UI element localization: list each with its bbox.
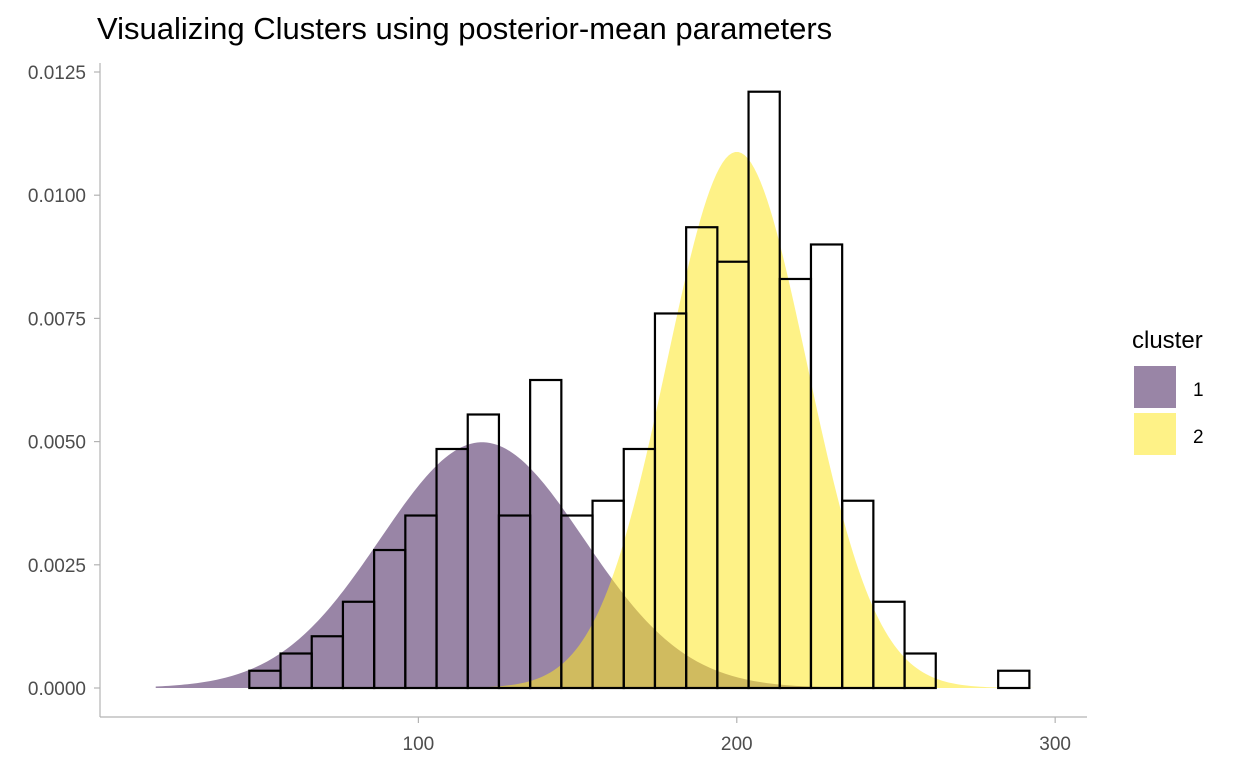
y-axis-ticks: 0.0000 0.0025 0.0050 0.0075 0.0100 0.0125 — [28, 63, 100, 700]
y-tick-label: 0.0075 — [28, 309, 86, 330]
histogram-bars — [248, 90, 1031, 690]
legend-key-cluster-1 — [1134, 366, 1176, 408]
chart-title: Visualizing Clusters using posterior-mea… — [97, 11, 832, 46]
legend-title: cluster — [1132, 327, 1203, 354]
x-axis-ticks: 100 200 300 — [403, 717, 1071, 755]
histogram-bar — [809, 243, 844, 690]
y-tick-label: 0.0025 — [28, 556, 86, 577]
legend-label-cluster-2: 2 — [1193, 427, 1204, 448]
x-tick-label: 300 — [1039, 734, 1071, 755]
density-area-cluster-2 — [155, 151, 1061, 688]
histogram-bar — [841, 499, 875, 690]
y-tick-label: 0.0125 — [28, 63, 86, 84]
y-tick-label: 0.0050 — [28, 433, 86, 454]
histogram-bar — [997, 669, 1031, 690]
histogram-bar — [903, 652, 937, 690]
x-tick-label: 200 — [721, 734, 753, 755]
y-tick-label: 0.0100 — [28, 186, 86, 207]
legend-key-cluster-2 — [1134, 413, 1176, 455]
x-tick-label: 100 — [403, 734, 435, 755]
legend: cluster 1 2 — [1132, 327, 1204, 455]
legend-label-cluster-1: 1 — [1193, 380, 1204, 401]
plot-area: 100 200 300 0.0000 0.0025 0.0050 0.0075 0.0100… — [28, 63, 1087, 755]
density-areas — [155, 151, 1061, 688]
density-area-cluster-1 — [155, 442, 1061, 688]
y-tick-label: 0.0000 — [28, 679, 86, 700]
histogram-bar — [872, 600, 906, 690]
